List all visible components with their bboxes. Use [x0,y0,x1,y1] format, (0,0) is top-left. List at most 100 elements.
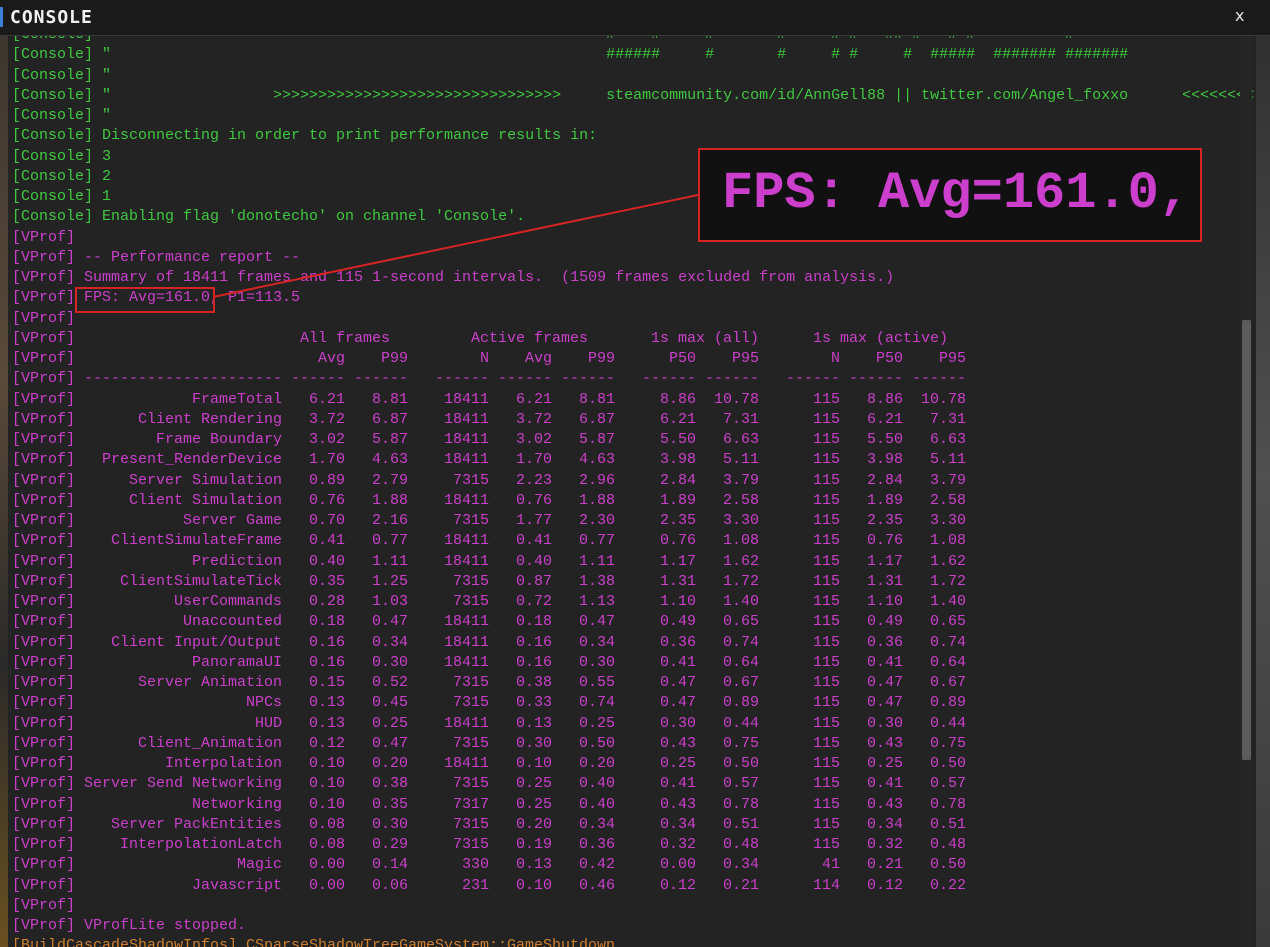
table-cell: 1.72 [722,572,759,590]
table-cell: 18411 [443,552,489,570]
column-header: N [830,350,840,367]
table-cell: 1.70 [515,451,552,469]
table-cell: 7315 [452,836,489,853]
line-text: VProfLite stopped. [84,917,247,934]
table-cell: 3.72 [515,410,552,428]
table-cell: 0.41 [659,653,696,671]
table-cell: 1.25 [371,572,408,590]
table-cell: 115 [812,572,840,590]
table-cell: 0.12 [866,876,903,894]
line-tag: [VProf] [12,653,76,671]
table-cell: 0.34 [866,815,903,833]
table-cell: 0.47 [371,734,408,752]
close-button[interactable]: x [1235,6,1245,25]
table-cell: 2.35 [866,512,903,529]
line-tag: [VProf] [12,228,76,246]
table-cell: 0.47 [659,694,696,712]
line-tag: [VProf] [12,755,76,772]
table-cell: 7315 [452,674,489,691]
column-header: P50 [668,350,696,367]
table-cell: 0.00 [308,876,345,894]
table-cell: 0.13 [308,714,345,732]
table-cell: Client_Animation [137,734,282,752]
table-cell: 1.10 [659,593,696,610]
table-cell: 41 [821,856,840,874]
line-tag: [Console] [12,127,94,145]
table-cell: Javascript [191,876,282,894]
column-header: P99 [587,350,615,367]
table-cell: 0.89 [308,471,345,489]
table-cell: 0.43 [866,734,903,752]
group-header: 1s max (active) [812,329,948,347]
table-cell: 0.34 [659,815,696,833]
table-cell: 0.77 [578,532,615,550]
table-cell: 7315 [452,471,489,489]
table-cell: 0.41 [515,532,552,550]
table-cell: 115 [812,491,840,509]
table-cell: 0.20 [515,815,552,833]
table-cell: 0.30 [866,714,903,732]
table-cell: 18411 [443,410,489,428]
line-text: CSparseShadowTreeGameSystem::GameShutdow… [246,937,616,947]
line-text: Enabling flag 'donotecho' on channel 'Co… [102,208,526,226]
table-cell: 5.11 [929,451,966,469]
table-cell: 1.40 [929,593,966,610]
table-cell: 0.40 [515,552,552,570]
line-tag: [VProf] [12,248,76,266]
table-cell: 1.13 [578,593,615,610]
table-cell: 115 [812,734,840,752]
table-cell: 0.12 [308,734,345,752]
table-cell: 3.72 [308,410,345,428]
line-text: " [102,66,112,84]
table-cell: Server Game [182,512,282,529]
table-cell: 0.13 [515,856,552,874]
highlight-box [75,287,215,313]
line-tag: [Console] [12,188,94,205]
table-cell: 115 [812,431,840,448]
table-cell: 7315 [452,512,489,529]
table-cell: 1.08 [722,532,759,550]
table-cell: 0.47 [866,694,903,712]
column-header: P95 [731,350,759,367]
line-tag: [Console] [12,208,94,226]
table-cell: 0.25 [659,755,696,772]
table-cell: 0.47 [659,674,696,691]
table-cell: 8.86 [866,390,903,408]
table-cell: ---------------------- [83,370,282,388]
table-cell: 0.16 [515,653,552,671]
table-cell: 0.21 [866,856,903,874]
table-cell: 0.78 [929,795,966,813]
line-tag: [VProf] [12,471,76,489]
table-cell: 1.31 [866,572,903,590]
table-cell: 115 [812,714,840,732]
table-cell: ------ [497,370,552,388]
table-cell: 0.70 [308,512,345,529]
table-cell: 1.03 [371,593,408,610]
table-cell: 18411 [443,755,489,772]
table-cell: 1.38 [578,572,615,590]
table-cell: 115 [812,795,840,813]
table-cell: 115 [812,512,840,529]
table-cell: 2.84 [659,471,696,489]
table-cell: 115 [812,674,840,691]
table-cell: 8.81 [371,390,408,408]
table-cell: 8.86 [659,390,696,408]
table-cell: 0.78 [722,795,759,813]
table-cell: 0.50 [578,734,615,752]
table-cell: 0.25 [515,795,552,813]
table-cell: 0.50 [929,755,966,772]
table-cell: 0.40 [578,795,615,813]
table-cell: ------ [641,370,696,388]
scrollbar-thumb[interactable] [1242,320,1251,760]
table-cell: 7.31 [722,410,759,428]
table-cell: 3.30 [929,512,966,529]
table-cell: 0.20 [578,755,615,772]
table-cell: 0.34 [578,633,615,651]
table-cell: 0.50 [722,755,759,772]
table-cell: 115 [812,471,840,489]
table-cell: Unaccounted [182,613,282,631]
table-cell: 0.15 [308,674,345,691]
table-cell: 0.74 [578,694,615,712]
